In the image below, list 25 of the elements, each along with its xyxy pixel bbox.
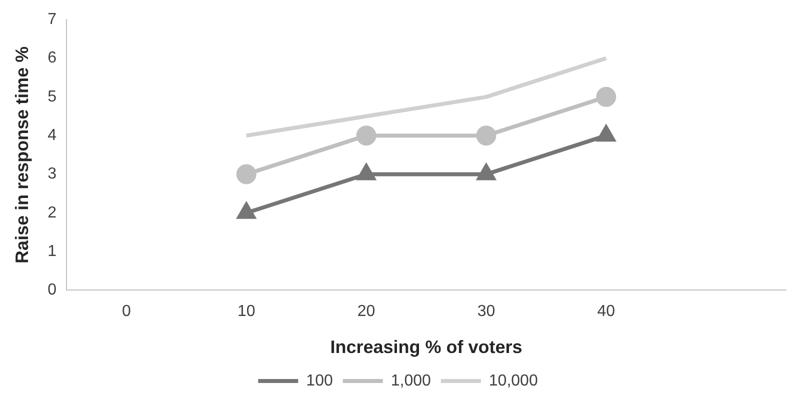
y-tick-label: 0 (48, 282, 57, 299)
y-tick-label: 2 (48, 204, 57, 222)
x-tick-label: 0 (122, 303, 132, 320)
point (596, 86, 616, 107)
y-tick-label: 4 (48, 126, 57, 144)
point (356, 126, 376, 146)
x-tick-label: 30 (477, 303, 496, 320)
x-tick-label: 40 (597, 303, 616, 320)
x-axis-title: Increasing % of voters (330, 337, 522, 358)
point (237, 202, 256, 219)
point (477, 164, 496, 180)
y-tick-label: 6 (48, 50, 57, 67)
legend-label: 10,000 (488, 372, 538, 390)
point (357, 164, 376, 180)
y-tick-label: 1 (48, 242, 57, 260)
legend-label: 1,000 (390, 372, 431, 390)
y-tick-label: 5 (48, 88, 57, 106)
point (597, 126, 616, 142)
y-tick-label: 7 (48, 11, 57, 28)
x-tick-label: 20 (357, 303, 376, 320)
y-axis-title: Raise in response time % (12, 46, 32, 264)
point (476, 126, 496, 146)
y-tick-label: 3 (48, 166, 57, 183)
x-tick-label: 10 (237, 303, 256, 320)
legend-label: 100 (306, 372, 333, 390)
